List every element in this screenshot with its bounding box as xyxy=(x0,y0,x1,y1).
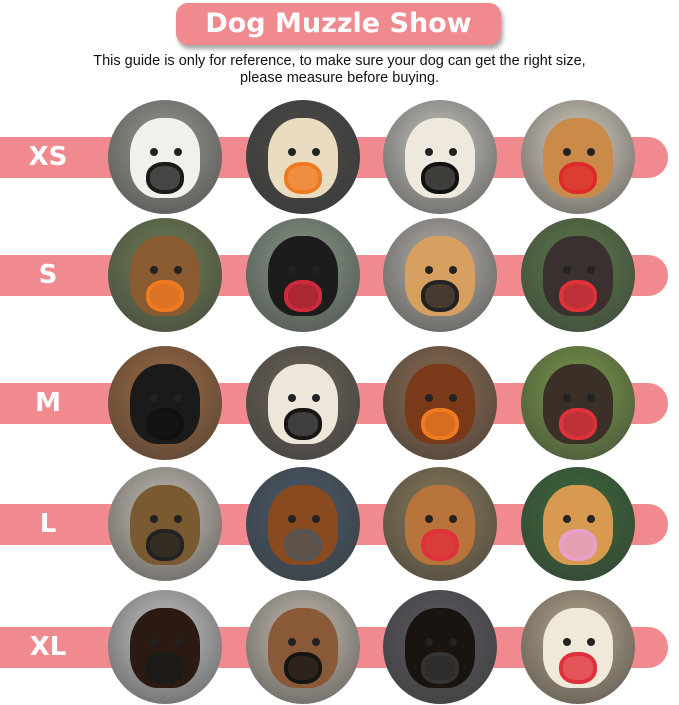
dog-eye xyxy=(288,515,296,523)
dog-eye xyxy=(449,266,457,274)
muzzle xyxy=(559,162,597,194)
dog-eye xyxy=(563,266,571,274)
dog-photo xyxy=(521,218,635,332)
subtitle-line-2: please measure before buying. xyxy=(239,70,440,86)
muzzle xyxy=(284,408,322,440)
muzzle xyxy=(559,408,597,440)
dog-eye xyxy=(312,394,320,402)
dog-eye xyxy=(425,515,433,523)
dog-photo xyxy=(108,590,222,704)
size-label: XS xyxy=(28,142,68,172)
subtitle: This guide is only for reference, to mak… xyxy=(0,53,679,87)
dog-eye xyxy=(449,515,457,523)
muzzle xyxy=(146,408,184,440)
dog-photo xyxy=(108,467,222,581)
dog-photo xyxy=(246,590,360,704)
size-label: S xyxy=(38,260,58,290)
muzzle xyxy=(421,529,459,561)
dog-eye xyxy=(563,638,571,646)
dog-eye xyxy=(312,148,320,156)
dog-eye xyxy=(587,515,595,523)
dog-eye xyxy=(288,266,296,274)
dog-photo xyxy=(108,218,222,332)
dog-photo xyxy=(246,346,360,460)
size-label: XL xyxy=(29,632,67,662)
dog-photo xyxy=(383,346,497,460)
dog-eye xyxy=(150,515,158,523)
dog-eye xyxy=(174,638,182,646)
size-label: M xyxy=(35,388,61,418)
muzzle xyxy=(559,529,597,561)
dog-eye xyxy=(425,148,433,156)
dog-eye xyxy=(312,515,320,523)
dog-eye xyxy=(174,266,182,274)
muzzle xyxy=(284,280,322,312)
muzzle xyxy=(559,652,597,684)
dog-eye xyxy=(288,638,296,646)
dog-eye xyxy=(587,638,595,646)
subtitle-line-1: This guide is only for reference, to mak… xyxy=(93,53,586,69)
dog-photo xyxy=(108,346,222,460)
muzzle xyxy=(146,652,184,684)
dog-eye xyxy=(563,148,571,156)
muzzle xyxy=(421,280,459,312)
dog-eye xyxy=(587,394,595,402)
dog-photo xyxy=(521,467,635,581)
dog-eye xyxy=(563,515,571,523)
muzzle xyxy=(421,162,459,194)
dog-eye xyxy=(563,394,571,402)
dog-photo xyxy=(521,346,635,460)
dog-photo xyxy=(246,100,360,214)
dog-eye xyxy=(449,394,457,402)
dog-eye xyxy=(150,394,158,402)
dog-photo xyxy=(246,467,360,581)
dog-eye xyxy=(587,266,595,274)
dog-eye xyxy=(425,266,433,274)
dog-photo xyxy=(383,590,497,704)
size-label: L xyxy=(39,509,57,539)
dog-eye xyxy=(288,148,296,156)
dog-eye xyxy=(449,638,457,646)
dog-photo xyxy=(246,218,360,332)
title-banner: Dog Muzzle Show xyxy=(176,3,501,45)
dog-photo xyxy=(521,100,635,214)
dog-eye xyxy=(288,394,296,402)
dog-eye xyxy=(150,638,158,646)
dog-photo xyxy=(383,467,497,581)
muzzle xyxy=(284,529,322,561)
dog-photo xyxy=(521,590,635,704)
dog-eye xyxy=(312,266,320,274)
dog-eye xyxy=(587,148,595,156)
dog-eye xyxy=(425,394,433,402)
muzzle xyxy=(421,652,459,684)
dog-eye xyxy=(150,148,158,156)
muzzle xyxy=(146,529,184,561)
dog-eye xyxy=(312,638,320,646)
muzzle xyxy=(146,280,184,312)
dog-eye xyxy=(174,148,182,156)
muzzle xyxy=(421,408,459,440)
dog-eye xyxy=(174,515,182,523)
dog-eye xyxy=(150,266,158,274)
dog-photo xyxy=(383,100,497,214)
dog-eye xyxy=(174,394,182,402)
dog-photo xyxy=(383,218,497,332)
muzzle xyxy=(284,162,322,194)
dog-eye xyxy=(449,148,457,156)
muzzle xyxy=(146,162,184,194)
dog-photo xyxy=(108,100,222,214)
muzzle xyxy=(559,280,597,312)
muzzle xyxy=(284,652,322,684)
dog-eye xyxy=(425,638,433,646)
